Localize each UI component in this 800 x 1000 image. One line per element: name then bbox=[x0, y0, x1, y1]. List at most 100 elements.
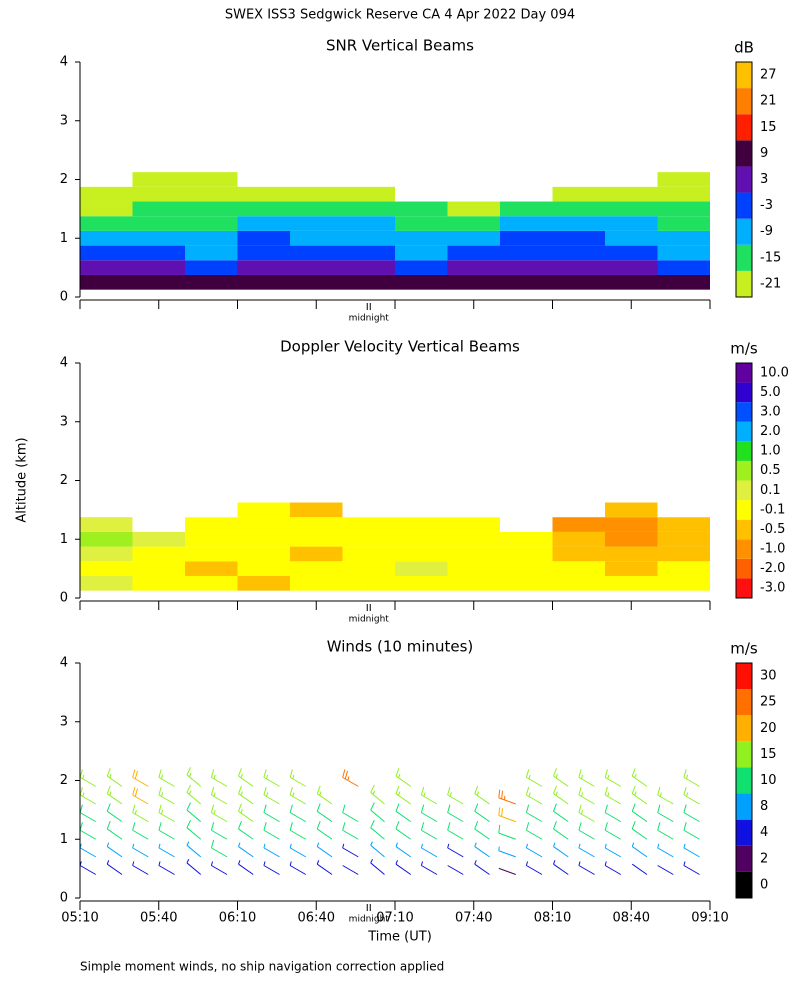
wind-barb bbox=[263, 861, 280, 875]
wind-barb bbox=[132, 861, 149, 875]
y-tick-label: 3 bbox=[60, 414, 68, 429]
wind-barb bbox=[604, 822, 622, 840]
y-tick-label: 2 bbox=[60, 172, 68, 187]
colorbar-segment bbox=[736, 741, 752, 768]
wind-barb bbox=[370, 859, 385, 875]
colorbar-segment bbox=[736, 218, 752, 245]
wind-barb bbox=[604, 786, 622, 805]
colorbar-label: 8 bbox=[760, 799, 768, 814]
heatmap-cell bbox=[185, 517, 238, 532]
heatmap-cell bbox=[605, 531, 658, 547]
wind-barb bbox=[263, 769, 280, 787]
wind-barb bbox=[604, 861, 622, 875]
heatmap-cell bbox=[342, 517, 395, 532]
wind-barb bbox=[657, 865, 674, 875]
wind-barb bbox=[578, 861, 595, 875]
heatmap-cell bbox=[552, 517, 605, 532]
colorbar-label: 25 bbox=[760, 695, 777, 710]
wind-barb bbox=[447, 822, 464, 840]
colorbar-segment bbox=[736, 114, 752, 141]
wind-barb bbox=[342, 865, 359, 875]
colorbar-segment bbox=[736, 871, 752, 898]
wind-barb bbox=[79, 861, 96, 875]
wind-barb bbox=[370, 841, 385, 858]
heatmap-cell bbox=[185, 260, 238, 275]
heatmap-cell bbox=[80, 186, 133, 202]
colorbar-label: -1.0 bbox=[760, 542, 785, 557]
wind-barb bbox=[238, 860, 254, 875]
wind-barb bbox=[631, 768, 648, 787]
colorbar-label: 5.0 bbox=[760, 385, 781, 400]
wind-barb bbox=[238, 785, 254, 805]
heatmap-cell bbox=[657, 517, 710, 532]
wind-barb bbox=[498, 824, 516, 840]
heatmap-cell bbox=[395, 216, 448, 231]
midnight-marker bbox=[366, 904, 371, 911]
heatmap-cell bbox=[395, 230, 448, 246]
wind-barb bbox=[316, 785, 333, 805]
colorbar-label: 20 bbox=[760, 721, 777, 736]
colorbar-label: -2.0 bbox=[760, 561, 785, 576]
wind-barb bbox=[683, 786, 700, 805]
heatmap-cell bbox=[657, 216, 710, 231]
colorbar-segment bbox=[736, 140, 752, 167]
colorbar-label: 15 bbox=[760, 120, 777, 135]
x-tick-label: 08:40 bbox=[613, 911, 650, 926]
wind-barb bbox=[683, 804, 700, 823]
colorbar-label: -15 bbox=[760, 250, 781, 265]
heatmap-cell bbox=[447, 531, 500, 547]
x-axis-label: Time (UT) bbox=[367, 930, 432, 945]
colorbar-label: 3 bbox=[760, 172, 768, 187]
wind-barb bbox=[132, 769, 149, 787]
wind-barb bbox=[420, 804, 438, 823]
heatmap-cell bbox=[500, 546, 553, 562]
colorbar-label: 9 bbox=[760, 146, 768, 161]
wind-barb bbox=[342, 769, 359, 787]
wind-barb bbox=[604, 804, 622, 823]
colorbar-label: 2.0 bbox=[760, 424, 781, 439]
heatmap-cell bbox=[552, 245, 605, 261]
wind-barb bbox=[578, 786, 595, 805]
heatmap-cell bbox=[185, 274, 238, 290]
wind-barb bbox=[553, 785, 569, 805]
heatmap-cell bbox=[80, 561, 133, 576]
heatmap-cell bbox=[500, 531, 553, 547]
colorbar-segment bbox=[736, 663, 752, 690]
wind-barb bbox=[79, 786, 96, 805]
heatmap-cell bbox=[552, 260, 605, 275]
heatmap-cell bbox=[500, 561, 553, 576]
colorbar-segment bbox=[736, 480, 752, 501]
heatmap-cell bbox=[395, 546, 448, 562]
heatmap-cell bbox=[290, 546, 343, 562]
heatmap-cell bbox=[395, 575, 448, 591]
y-tick-label: 3 bbox=[60, 113, 68, 128]
wind-barb bbox=[79, 769, 96, 787]
y-axis-label: Altitude (km) bbox=[15, 437, 30, 522]
x-tick-label: 06:40 bbox=[298, 911, 335, 926]
heatmap-cell bbox=[290, 274, 343, 290]
heatmap-cell bbox=[342, 245, 395, 261]
heatmap-cell bbox=[132, 561, 185, 576]
wind-barb bbox=[289, 861, 307, 875]
wind-barb bbox=[210, 804, 228, 823]
heatmap-cell bbox=[605, 245, 658, 261]
colorbar-label: 0.5 bbox=[760, 463, 781, 478]
heatmap-cell bbox=[657, 274, 710, 290]
wind-barb bbox=[186, 820, 202, 840]
wind-barb bbox=[395, 860, 412, 875]
colorbar-segment bbox=[736, 500, 752, 520]
x-tick-label: 05:40 bbox=[140, 911, 177, 926]
heatmap-cell bbox=[132, 575, 185, 591]
heatmap-cell bbox=[185, 245, 238, 261]
heatmap-cell bbox=[290, 502, 343, 518]
wind-barb bbox=[158, 861, 175, 875]
wind-barb bbox=[420, 822, 438, 840]
wind-barb bbox=[657, 843, 674, 858]
wind-barb bbox=[578, 822, 595, 840]
colorbar-segment bbox=[736, 244, 752, 271]
colorbar-segment bbox=[736, 539, 752, 559]
heatmap-cell bbox=[500, 230, 553, 246]
heatmap-cell bbox=[657, 531, 710, 547]
wind-barb bbox=[158, 769, 175, 787]
heatmap-cell bbox=[657, 575, 710, 591]
